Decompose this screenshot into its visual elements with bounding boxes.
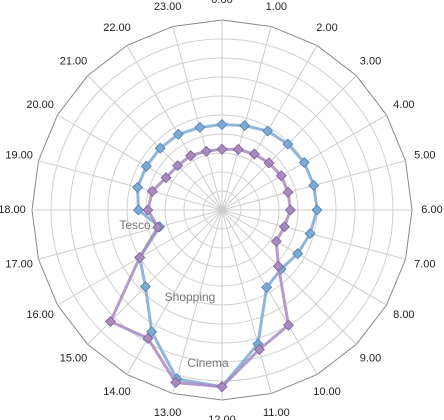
annotation: Cinema [187,356,229,370]
category-label: 18.00 [0,204,26,216]
category-label: 7.00 [414,258,435,270]
marker [154,142,166,154]
marker [263,157,275,169]
spoke [221,209,357,345]
marker [262,125,274,137]
marker [132,181,144,193]
spoke [172,209,223,394]
marker [194,121,206,133]
category-label: 4.00 [393,99,414,111]
category-label: 22.00 [103,22,131,34]
annotation: Shopping [165,290,216,304]
category-label: 5.00 [414,150,435,162]
marker [261,281,273,293]
spoke [126,45,223,211]
category-label: 21.00 [60,55,88,67]
spoke [221,26,272,211]
category-label: 16.00 [26,309,54,321]
spoke [38,160,223,211]
category-label: 9.00 [360,352,381,364]
marker [278,221,290,233]
category-label: 17.00 [5,258,33,270]
marker [292,248,304,260]
spoke [38,209,223,260]
marker [172,160,184,172]
spoke [126,209,223,375]
marker [132,204,144,216]
marker [284,204,296,216]
marker [185,150,197,162]
category-label: 19.00 [5,150,33,162]
marker [216,118,228,131]
category-label: 23.00 [154,1,182,13]
marker [200,145,212,157]
marker [104,315,117,328]
marker [282,319,295,331]
spoke [172,26,223,211]
marker [311,204,323,216]
category-label: 14.00 [103,386,131,398]
marker [275,170,287,182]
marker [139,281,151,293]
spoke [57,114,223,211]
marker [170,376,182,389]
category-label: 20.00 [26,99,54,111]
marker [216,381,228,393]
spoke [221,209,272,394]
marker [216,143,228,155]
category-label: 10.00 [313,386,341,398]
marker [134,251,146,264]
marker [272,260,284,272]
annotation: Tesco [119,218,151,232]
spoke [87,75,223,211]
category-label: 2.00 [316,22,337,34]
category-label: 12.00 [208,414,236,420]
marker [152,221,164,233]
marker [298,156,310,169]
spoke [221,209,387,306]
marker [142,204,154,216]
marker [142,332,154,344]
marker [239,120,251,132]
marker [232,143,244,155]
category-label: 3.00 [360,55,381,67]
category-label: 11.00 [263,407,290,419]
marker [282,138,294,150]
marker [304,228,316,240]
marker [253,343,265,355]
marker [172,128,184,140]
marker [282,186,294,198]
marker [308,179,320,191]
marker [140,160,152,172]
series-line [136,122,319,389]
category-label: 13.00 [154,407,182,419]
spoke [221,209,318,375]
marker [270,235,282,247]
category-label: 8.00 [393,309,414,321]
marker [146,185,158,197]
marker [248,148,260,160]
category-label: 6.00 [421,204,442,216]
category-label: 15.00 [60,352,88,364]
marker [160,172,172,184]
category-label: 1.00 [266,1,287,13]
category-label: 0.00 [211,0,232,6]
